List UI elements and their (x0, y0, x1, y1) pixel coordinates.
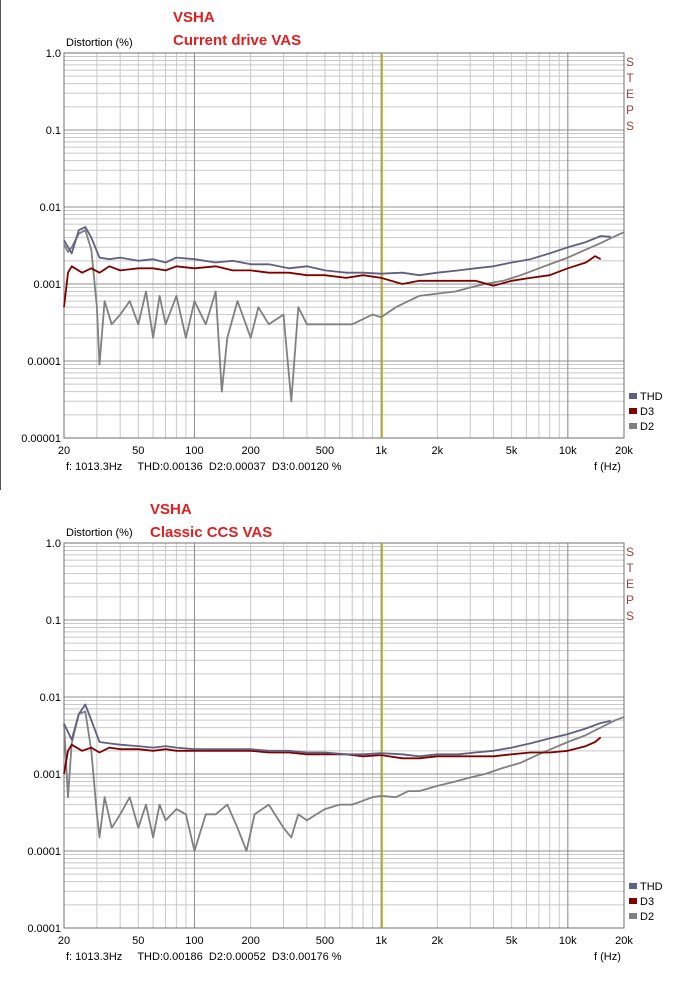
series-line-d3 (63, 255, 602, 308)
legend-swatch-d3 (629, 898, 637, 904)
series-line-thd (63, 703, 611, 758)
legend-label-thd: THD (640, 881, 663, 893)
series-line-thd (63, 226, 611, 277)
steps-label-letter: P (626, 593, 634, 607)
x-tick-label: 20k (615, 445, 633, 457)
legend-label-d2: D2 (640, 421, 654, 433)
y-tick-label: 0.001 (33, 279, 61, 291)
chart-title-line2: Current drive VAS (173, 32, 301, 49)
x-tick-label: 2k (432, 935, 444, 947)
legend-swatch-d2 (629, 423, 637, 429)
y-tick-label: 0.01 (40, 202, 61, 214)
y-tick-label: 0.00001 (21, 433, 61, 445)
y-tick-label: 1.0 (46, 48, 61, 60)
chart-title-line1: VSHA (173, 9, 215, 26)
y-tick-label: 0.01 (40, 692, 61, 704)
legend-swatch-d3 (629, 408, 637, 414)
window-edge (0, 0, 1, 490)
x-tick-label: 50 (132, 445, 144, 457)
y-axis-label: Distortion (%) (66, 37, 133, 49)
chart-title-line2: Classic CCS VAS (150, 524, 272, 541)
x-tick-label: 5k (506, 935, 518, 947)
x-tick-label: 2k (432, 445, 444, 457)
series-line-d2 (63, 710, 625, 852)
legend-label-d3: D3 (640, 406, 654, 418)
steps-label-letter: S (626, 545, 634, 559)
y-tick-label: 0.0001 (27, 923, 61, 935)
x-tick-label: 20 (58, 445, 70, 457)
steps-label-letter: P (626, 103, 634, 117)
plot-area (64, 53, 624, 438)
plot-area (64, 543, 624, 928)
x-axis-label: f (Hz) (594, 461, 621, 473)
y-tick-label: 0.1 (46, 125, 61, 137)
x-tick-label: 20 (58, 935, 70, 947)
steps-label-letter: S (626, 55, 634, 69)
chart-panel-top: 1.0 0.1 0.01 0.001 0.0001 0.00001 20 50 100 200 50… (0, 0, 676, 490)
chart-title-line1: VSHA (150, 501, 192, 518)
y-axis-label: Distortion (%) (66, 527, 133, 539)
x-tick-label: 500 (316, 445, 334, 457)
steps-label-letter: S (626, 119, 634, 133)
steps-label-letter: E (626, 87, 634, 101)
x-tick-label: 50 (132, 935, 144, 947)
legend-label-d2: D2 (640, 911, 654, 923)
y-tick-label: 0.0001 (27, 846, 61, 858)
legend-label-thd: THD (640, 391, 663, 403)
cursor-readout: f: 1013.3Hz THD:0.00136 D2:0.00037 D3:0.… (66, 461, 342, 473)
y-tick-label: 1.0 (46, 538, 61, 550)
legend-swatch-d2 (629, 913, 637, 919)
y-tick-label: 0.1 (46, 615, 61, 627)
x-axis-label: f (Hz) (594, 951, 621, 963)
x-tick-label: 500 (316, 935, 334, 947)
cursor-readout: f: 1013.3Hz THD:0.00186 D2:0.00052 D3:0.… (66, 951, 342, 963)
x-tick-label: 5k (506, 445, 518, 457)
y-tick-label: 0.0001 (27, 356, 61, 368)
steps-label-letter: T (626, 71, 634, 85)
y-tick-label: 0.001 (33, 769, 61, 781)
steps-label-letter: S (626, 609, 634, 623)
x-tick-label: 10k (559, 935, 577, 947)
x-tick-label: 200 (241, 935, 259, 947)
legend-label-d3: D3 (640, 896, 654, 908)
x-tick-label: 1k (375, 445, 387, 457)
steps-label-letter: E (626, 577, 634, 591)
x-tick-label: 100 (185, 935, 203, 947)
legend-swatch-thd (629, 393, 637, 399)
series-line-d3 (63, 736, 602, 775)
x-tick-label: 20k (615, 935, 633, 947)
x-tick-label: 10k (559, 445, 577, 457)
chart-panel-bottom: 1.0 0.1 0.01 0.001 0.0001 0.0001 20 50 100 200 500… (0, 490, 676, 980)
x-tick-label: 1k (375, 935, 387, 947)
x-tick-label: 200 (241, 445, 259, 457)
legend-swatch-thd (629, 883, 637, 889)
x-tick-label: 100 (185, 445, 203, 457)
steps-label-letter: T (626, 561, 634, 575)
